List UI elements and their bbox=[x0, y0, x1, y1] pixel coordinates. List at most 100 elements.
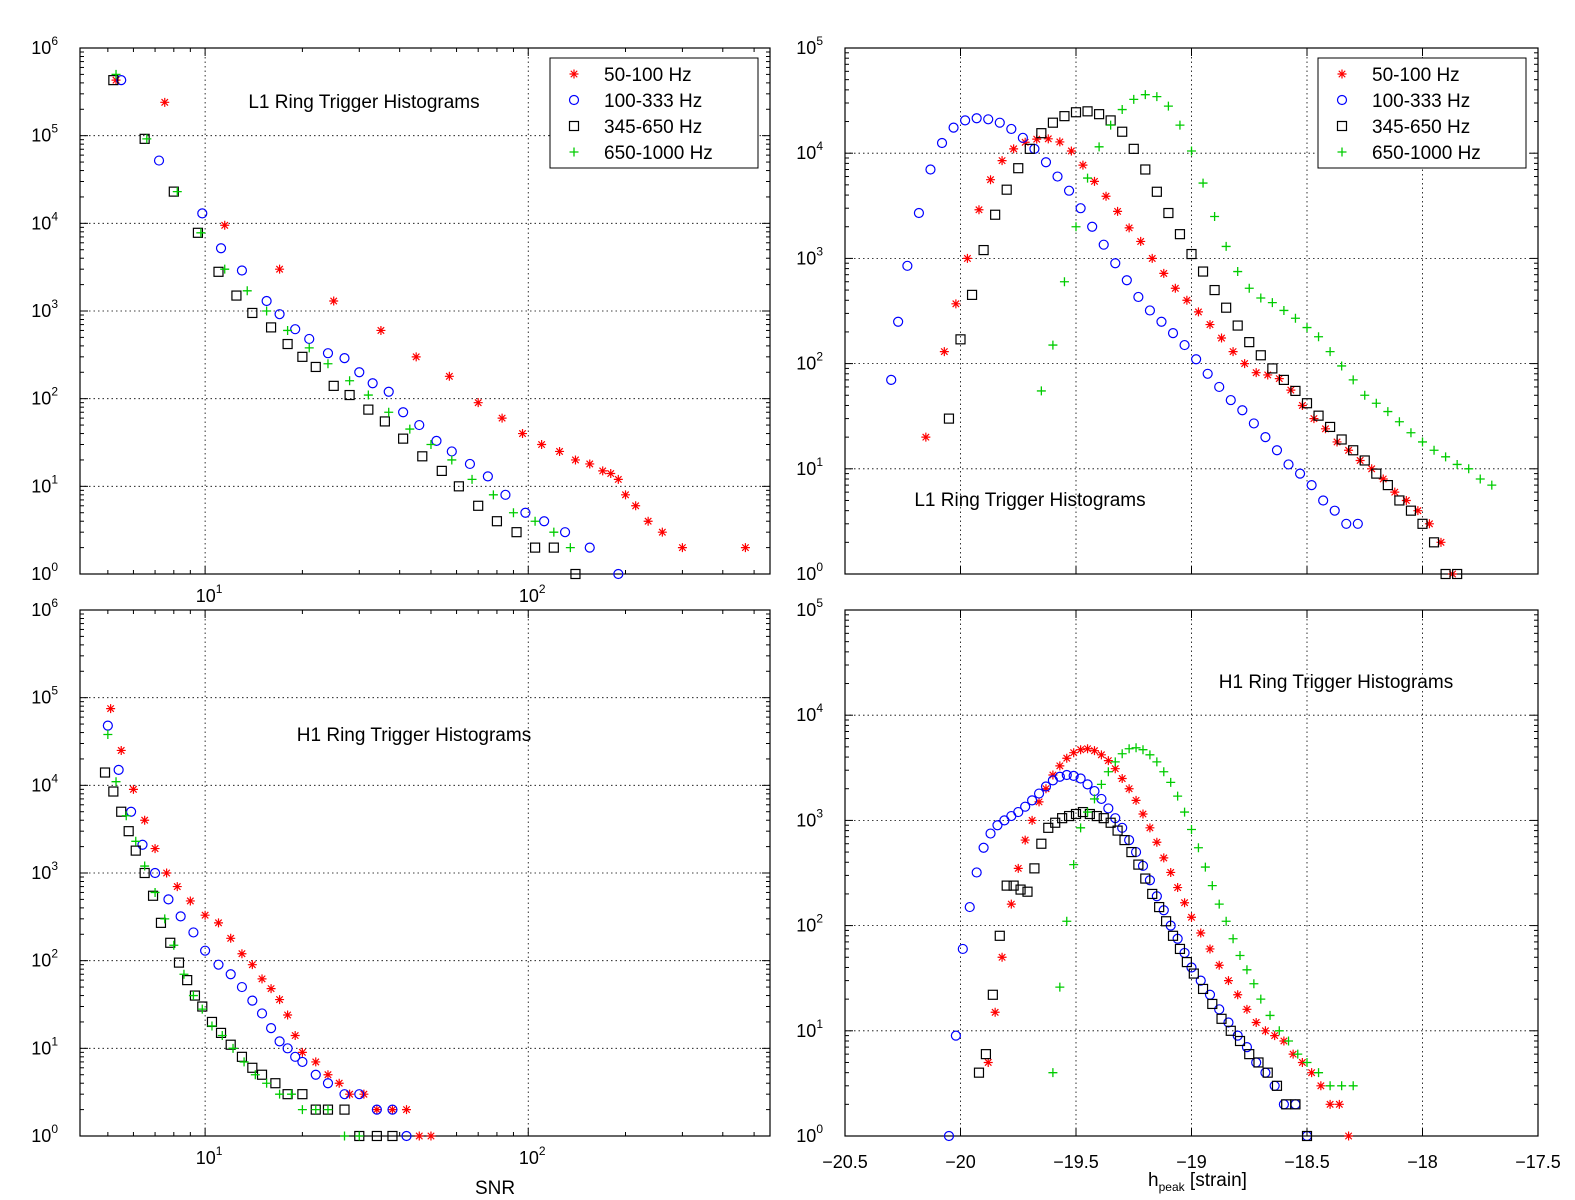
data-point bbox=[411, 352, 421, 362]
data-point bbox=[265, 322, 277, 333]
data-point bbox=[1214, 960, 1224, 970]
data-point bbox=[997, 156, 1007, 166]
data-point bbox=[398, 407, 409, 418]
data-point bbox=[250, 1070, 260, 1080]
data-point bbox=[274, 1036, 285, 1047]
data-point bbox=[1314, 332, 1324, 342]
data-point bbox=[283, 1010, 293, 1020]
data-point bbox=[1113, 206, 1123, 216]
data-point bbox=[621, 490, 631, 500]
data-point bbox=[398, 433, 409, 444]
data-point bbox=[1263, 370, 1273, 380]
data-point bbox=[1138, 809, 1148, 819]
data-point bbox=[1244, 337, 1255, 348]
data-point bbox=[262, 1078, 272, 1088]
data-point bbox=[1082, 779, 1093, 790]
data-point bbox=[1062, 753, 1072, 763]
legend-label: 50-100 Hz bbox=[1372, 65, 1460, 86]
data-point bbox=[1378, 474, 1388, 484]
legend-marker bbox=[568, 94, 580, 106]
data-point bbox=[247, 1062, 258, 1073]
series-square bbox=[99, 767, 398, 1142]
data-point bbox=[921, 432, 931, 442]
data-point bbox=[1154, 901, 1165, 913]
data-point bbox=[997, 952, 1007, 962]
data-point bbox=[1344, 1131, 1354, 1141]
series-star bbox=[111, 75, 750, 553]
data-point bbox=[893, 316, 904, 327]
data-point bbox=[354, 1131, 364, 1141]
data-point bbox=[1140, 873, 1151, 884]
legend-marker bbox=[569, 69, 579, 79]
data-point bbox=[529, 542, 541, 553]
data-point bbox=[1075, 773, 1086, 784]
data-point bbox=[1371, 468, 1382, 479]
data-point bbox=[383, 386, 394, 397]
data-point bbox=[311, 1057, 321, 1067]
data-point bbox=[886, 374, 897, 385]
chart-l1-hpeak: 100 101 102 103 104 105 L1 Ring Trigger Histog… bbox=[796, 34, 1539, 584]
data-point bbox=[994, 930, 1005, 941]
x-tick-label: −20 bbox=[945, 1152, 976, 1172]
data-point bbox=[322, 1078, 334, 1089]
data-point bbox=[1240, 359, 1250, 369]
data-point bbox=[973, 1067, 985, 1078]
data-point bbox=[1334, 1099, 1344, 1109]
data-point bbox=[1187, 824, 1196, 834]
data-point bbox=[1117, 126, 1128, 137]
data-point bbox=[1032, 134, 1042, 144]
data-point bbox=[1078, 160, 1088, 170]
data-point bbox=[511, 527, 522, 538]
data-point bbox=[1174, 943, 1186, 955]
data-point bbox=[1428, 537, 1440, 548]
data-point bbox=[1015, 884, 1026, 895]
data-point bbox=[237, 949, 247, 959]
data-point bbox=[1244, 1049, 1255, 1060]
data-point bbox=[282, 1043, 293, 1054]
data-point bbox=[196, 228, 206, 238]
data-point bbox=[1129, 94, 1139, 104]
data-point bbox=[103, 730, 113, 740]
data-point bbox=[163, 894, 174, 905]
data-point bbox=[1284, 1036, 1294, 1046]
data-point bbox=[631, 501, 641, 511]
y-tick-label: 103 bbox=[796, 806, 823, 830]
data-point bbox=[1302, 323, 1312, 333]
data-point bbox=[339, 1089, 350, 1100]
data-point bbox=[1436, 537, 1446, 547]
data-point bbox=[1117, 749, 1127, 759]
data-point bbox=[1214, 899, 1224, 909]
data-point bbox=[1119, 834, 1130, 846]
data-point bbox=[340, 1131, 350, 1141]
data-point bbox=[1267, 363, 1278, 374]
y-tick-label: 105 bbox=[31, 684, 58, 708]
data-point bbox=[994, 117, 1005, 128]
y-tick-label: 106 bbox=[31, 34, 58, 58]
data-point bbox=[1271, 1080, 1283, 1091]
data-point bbox=[980, 1049, 992, 1060]
data-point bbox=[537, 440, 547, 450]
y-tick-label: 103 bbox=[796, 244, 823, 268]
legend-label: 650-1000 Hz bbox=[1372, 143, 1481, 164]
data-point bbox=[1133, 859, 1144, 870]
data-point bbox=[1225, 394, 1236, 406]
data-point bbox=[1101, 191, 1111, 201]
data-point bbox=[497, 413, 507, 423]
data-point bbox=[962, 253, 972, 263]
data-point bbox=[1352, 518, 1363, 529]
data-point bbox=[1061, 769, 1072, 781]
data-point bbox=[1262, 1067, 1273, 1078]
data-point bbox=[1390, 487, 1400, 497]
data-point bbox=[367, 378, 378, 389]
data-point bbox=[1075, 203, 1086, 214]
data-point bbox=[160, 914, 170, 924]
data-point bbox=[297, 351, 308, 362]
data-point bbox=[1260, 432, 1271, 443]
data-point bbox=[1179, 339, 1190, 351]
data-point bbox=[262, 306, 272, 316]
data-point bbox=[149, 867, 161, 879]
data-point bbox=[172, 187, 182, 197]
data-point bbox=[1055, 137, 1065, 147]
data-point bbox=[1069, 860, 1079, 870]
data-point bbox=[290, 1051, 301, 1062]
